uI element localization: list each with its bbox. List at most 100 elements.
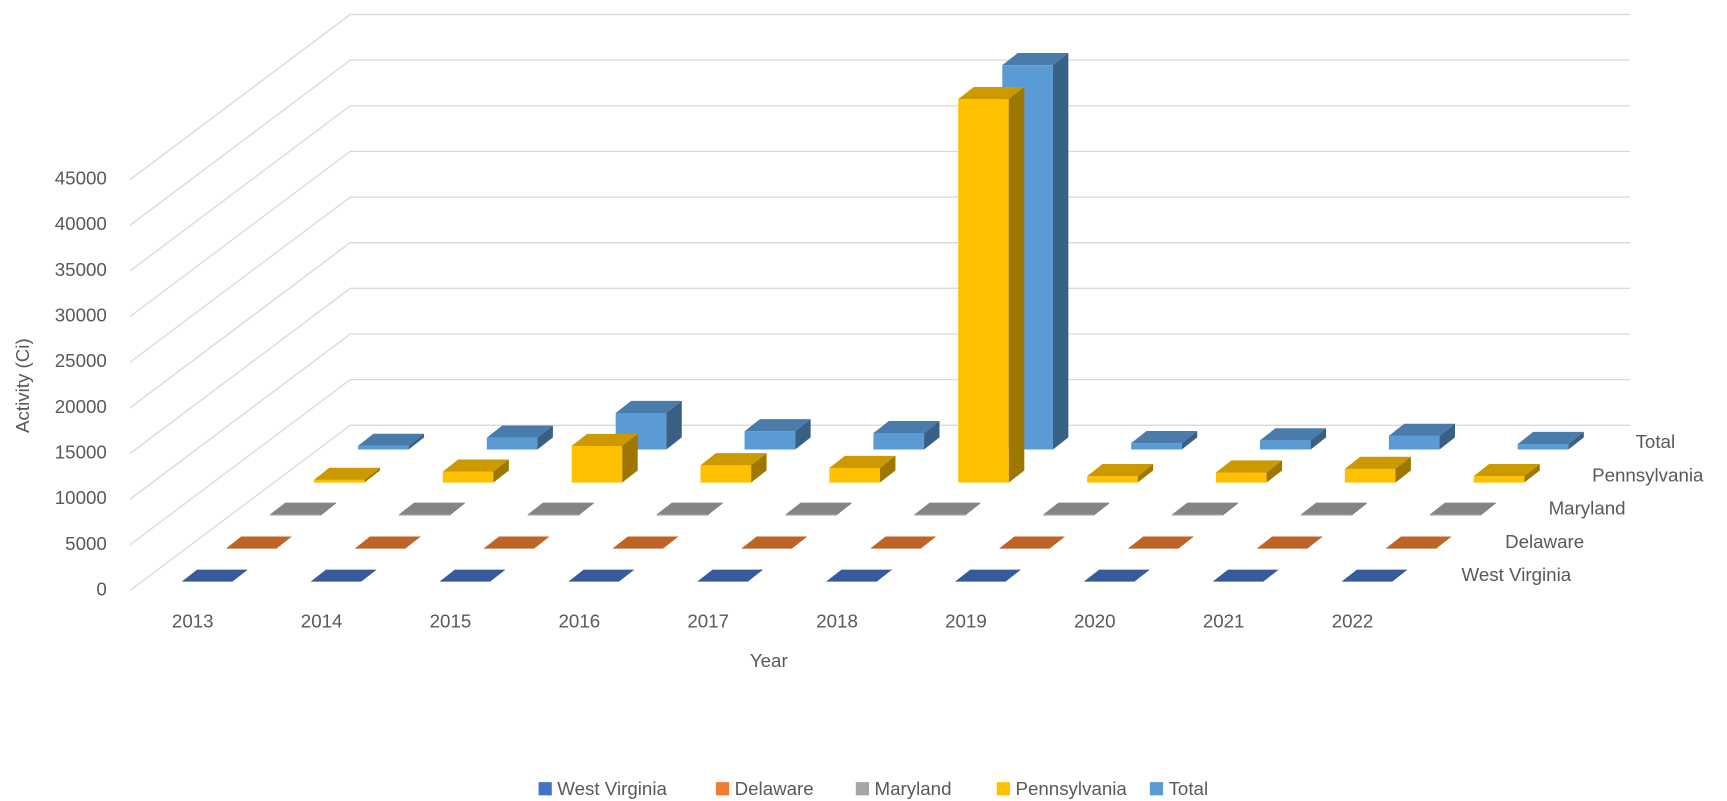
bar-face — [1171, 514, 1223, 516]
bar-top — [1256, 536, 1323, 549]
bar — [998, 536, 1066, 549]
bar-top — [1341, 569, 1408, 582]
x-tick-label: 2016 — [559, 610, 601, 631]
bar-top — [181, 569, 248, 582]
grid-line — [129, 105, 1631, 272]
bar-top — [785, 502, 852, 515]
x-tick-label: 2015 — [430, 610, 472, 631]
bar-side — [1524, 464, 1540, 483]
y-tick-label: 25000 — [55, 350, 107, 371]
bar — [1256, 536, 1323, 549]
legend-label: Total — [1169, 778, 1209, 799]
bar — [310, 569, 377, 582]
bar-top — [914, 502, 981, 515]
bar-top — [870, 536, 937, 549]
bar-side — [795, 419, 811, 450]
bar-face — [1131, 443, 1182, 450]
bar-top — [1260, 428, 1327, 441]
bar-top — [486, 425, 553, 438]
bar-face — [1517, 444, 1569, 450]
bar-side — [707, 502, 723, 516]
grid-line — [129, 378, 1631, 546]
bar-top — [1473, 464, 1540, 477]
grid-line — [129, 196, 1631, 363]
bar-face — [744, 431, 796, 450]
bar-face — [1429, 514, 1481, 516]
grid-line — [129, 333, 1631, 500]
bar-face — [398, 514, 450, 516]
bar — [1127, 536, 1194, 549]
x-tick-label: 2019 — [945, 610, 987, 631]
x-tick-label: 2022 — [1332, 610, 1374, 631]
bar-top — [354, 536, 421, 549]
y-tick-label: 40000 — [55, 213, 107, 234]
legend-label: Maryland — [875, 778, 952, 799]
bar — [527, 502, 594, 516]
y-tick-label: 20000 — [55, 396, 107, 417]
bar — [656, 502, 723, 516]
bar-side — [537, 425, 553, 450]
x-tick-label: 2013 — [172, 610, 214, 631]
bar-top — [1517, 431, 1584, 445]
bar-top — [612, 536, 679, 549]
grid-line — [129, 287, 1631, 455]
bar — [1429, 502, 1496, 516]
bar-top — [656, 502, 723, 515]
bar-top — [1388, 423, 1455, 436]
bar-face — [1260, 440, 1311, 450]
x-axis-title: Year — [750, 650, 788, 671]
legend-swatch — [1149, 782, 1164, 796]
y-tick-label: 0 — [96, 578, 106, 599]
bar-top — [527, 502, 594, 515]
bar — [1300, 502, 1367, 516]
bar-top — [1127, 536, 1194, 549]
bar — [612, 536, 679, 549]
bar-face — [656, 514, 708, 516]
bar-side — [1351, 502, 1367, 516]
bar — [914, 502, 981, 516]
bar — [741, 536, 808, 549]
grid-line — [129, 150, 1631, 318]
bar — [354, 536, 421, 549]
bar — [1473, 464, 1540, 483]
bar — [442, 459, 509, 483]
bar — [1043, 502, 1110, 516]
bar-side — [1008, 87, 1025, 483]
bar-top — [1131, 431, 1198, 444]
bar-top — [700, 453, 767, 466]
bar-face — [914, 514, 965, 516]
bar-side — [364, 467, 380, 483]
row-label: Delaware — [1505, 531, 1584, 552]
bar-top — [615, 400, 682, 413]
bar — [439, 569, 506, 582]
bar-top — [744, 419, 811, 432]
bar-face — [486, 437, 538, 450]
bar-side — [1052, 53, 1069, 450]
bar — [1171, 502, 1238, 516]
x-tick-label: 2018 — [816, 610, 858, 631]
bar-top — [1385, 536, 1452, 549]
y-tick-label: 30000 — [55, 305, 107, 326]
bar-face — [829, 467, 881, 483]
bar-face — [700, 465, 752, 483]
bar-side — [1137, 464, 1154, 483]
bar-side — [1568, 431, 1584, 450]
bar-side — [751, 453, 767, 483]
bar-top — [310, 569, 377, 582]
x-tick-label: 2017 — [687, 610, 729, 631]
bar-top — [741, 536, 808, 549]
legend-swatch — [538, 782, 552, 796]
bar-top — [1083, 569, 1150, 582]
bar-top — [873, 420, 940, 434]
bar — [1517, 431, 1584, 450]
bar-side — [1181, 431, 1198, 450]
bar-top — [1087, 464, 1154, 477]
bar-top — [829, 455, 896, 468]
bar-top — [1212, 569, 1279, 582]
bar-face — [1388, 435, 1440, 450]
row-label: Maryland — [1549, 498, 1626, 519]
bar — [568, 569, 635, 582]
bar-top — [826, 569, 893, 582]
bar-face — [785, 514, 836, 516]
